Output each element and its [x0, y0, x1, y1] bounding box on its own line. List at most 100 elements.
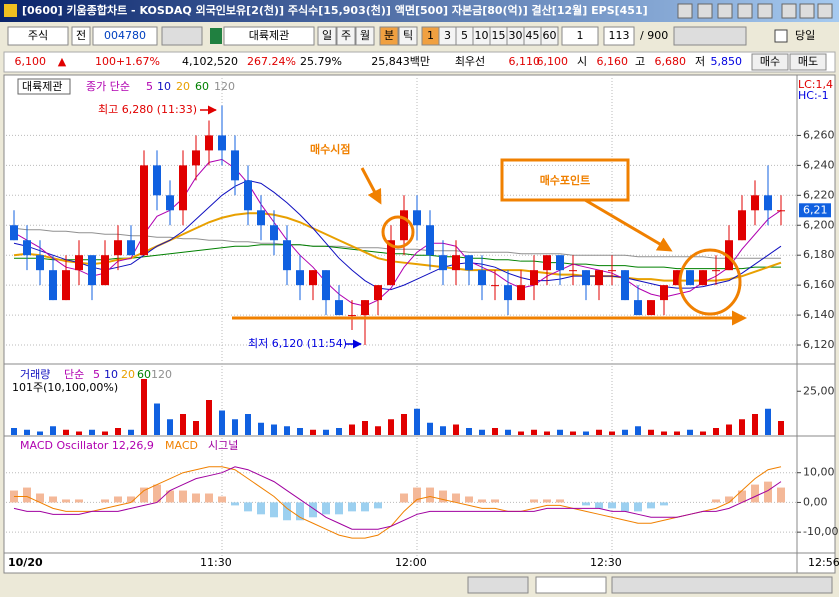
- trade-button[interactable]: [751, 53, 789, 71]
- window-buttons: [677, 3, 833, 19]
- prefix-box[interactable]: [71, 26, 91, 46]
- legend-entry: 시그널: [208, 439, 238, 452]
- candle-body: [647, 300, 655, 316]
- market-box[interactable]: [7, 26, 69, 46]
- volume-bar: [76, 431, 82, 435]
- interval-box[interactable]: [540, 26, 559, 46]
- tool-buttons[interactable]: [611, 576, 833, 594]
- high-label: 최고 6,280 (11:33): [98, 103, 197, 116]
- candle-body: [582, 270, 590, 286]
- legend-entry: 20: [121, 368, 135, 381]
- candle-body: [205, 135, 213, 151]
- btn[interactable]: [757, 3, 773, 19]
- x-tick-label: 12:56: [808, 556, 839, 569]
- candle-body: [751, 195, 759, 211]
- period-box[interactable]: [336, 26, 356, 46]
- btn[interactable]: [677, 3, 693, 19]
- candle-body: [777, 210, 785, 212]
- annotation-shapes: [200, 105, 747, 349]
- candle-body: [478, 270, 486, 286]
- y-tick-label: 6,120: [803, 338, 835, 351]
- nav-buttons[interactable]: [467, 576, 529, 594]
- tool-icons-box[interactable]: [673, 26, 747, 46]
- period-box[interactable]: [398, 26, 418, 46]
- trade-button[interactable]: [789, 53, 827, 71]
- info-item: 6,100: [537, 55, 569, 68]
- info-item: 6,160: [597, 55, 629, 68]
- volume-bar: [219, 410, 225, 435]
- oscillator-bar: [322, 502, 330, 515]
- stock-name-box[interactable]: [223, 26, 315, 46]
- y-tick-label: 6,160: [803, 278, 835, 291]
- panel-title: MACD Oscillator 12,26,9: [20, 439, 154, 452]
- btn[interactable]: [717, 3, 733, 19]
- volume-bar: [492, 428, 498, 435]
- oscillator-bar: [595, 502, 603, 509]
- candle-body: [764, 195, 772, 211]
- info-item: 6,680: [655, 55, 687, 68]
- volume-bar: [713, 428, 719, 435]
- btn[interactable]: [697, 3, 713, 19]
- oscillator-bar: [335, 502, 343, 515]
- maximize[interactable]: [799, 3, 815, 19]
- close[interactable]: [817, 3, 833, 19]
- volume-bar: [310, 429, 316, 435]
- volume-bar: [765, 408, 771, 435]
- volume-bar: [557, 429, 563, 435]
- candle-body: [36, 255, 44, 271]
- info-item: ▲: [58, 55, 67, 68]
- btn[interactable]: [737, 3, 753, 19]
- info-item: 267.24%: [247, 55, 296, 68]
- info-item: 최우선: [455, 55, 485, 68]
- volume-bar: [414, 408, 420, 435]
- period-box[interactable]: [355, 26, 375, 46]
- count: 113: [609, 29, 630, 42]
- candle-body: [309, 270, 317, 286]
- period-box[interactable]: [379, 26, 399, 46]
- oscillator-bar: [764, 481, 772, 503]
- info-item: 6,100: [15, 55, 47, 68]
- candle-body: [387, 240, 395, 286]
- volume-bar: [284, 426, 290, 435]
- low-label: 최저 6,120 (11:54): [248, 337, 347, 350]
- info-item: +1.67%: [116, 55, 160, 68]
- period-box[interactable]: [317, 26, 337, 46]
- oscillator-bar: [75, 499, 83, 503]
- series-line: [13, 179, 782, 291]
- candle-body: [413, 210, 421, 226]
- app-icon: [4, 4, 17, 17]
- oscillator-bar: [647, 502, 655, 509]
- oscillator-bar: [270, 502, 278, 518]
- toolbar: 주식 전 004780 대륙제관 일 주 월 분 틱 1 3 5 10 15 30 45 60 1 113/ 900…: [0, 22, 839, 50]
- y-tick-label: 25,00: [803, 384, 835, 397]
- unit-box[interactable]: [561, 26, 599, 46]
- volume-bar: [258, 422, 264, 435]
- search-icons-box[interactable]: [161, 26, 203, 46]
- legend-prefix: 종가 단순: [86, 80, 130, 93]
- interval: 15: [492, 29, 506, 42]
- scroll-bar: [4, 575, 835, 595]
- candle-body: [88, 255, 96, 286]
- y-tick-label: 6,240: [803, 158, 835, 171]
- y-tick-label: 6,200: [803, 218, 835, 231]
- legend-entry: MACD: [165, 439, 198, 452]
- info-item: 6,110: [509, 55, 541, 68]
- interval: 60: [543, 29, 557, 42]
- candle-body: [621, 270, 629, 301]
- today-check[interactable]: [774, 29, 788, 43]
- candle-body: [166, 195, 174, 211]
- legend-entry: 120: [214, 80, 235, 93]
- count-box[interactable]: [603, 26, 635, 46]
- zoom-slider[interactable]: [535, 576, 607, 594]
- volume-bar: [245, 414, 251, 435]
- candle-body: [361, 300, 369, 316]
- buy-circle: [381, 215, 415, 249]
- volume-bar: [206, 400, 212, 435]
- minimize[interactable]: [781, 3, 797, 19]
- volume-bar: [726, 424, 732, 435]
- oscillator-bar: [348, 502, 356, 512]
- buy-point-label: 매수포인트: [540, 173, 591, 187]
- volume-bar: [518, 431, 524, 435]
- code-box[interactable]: [92, 26, 158, 46]
- side-label: HC:-1: [798, 89, 829, 102]
